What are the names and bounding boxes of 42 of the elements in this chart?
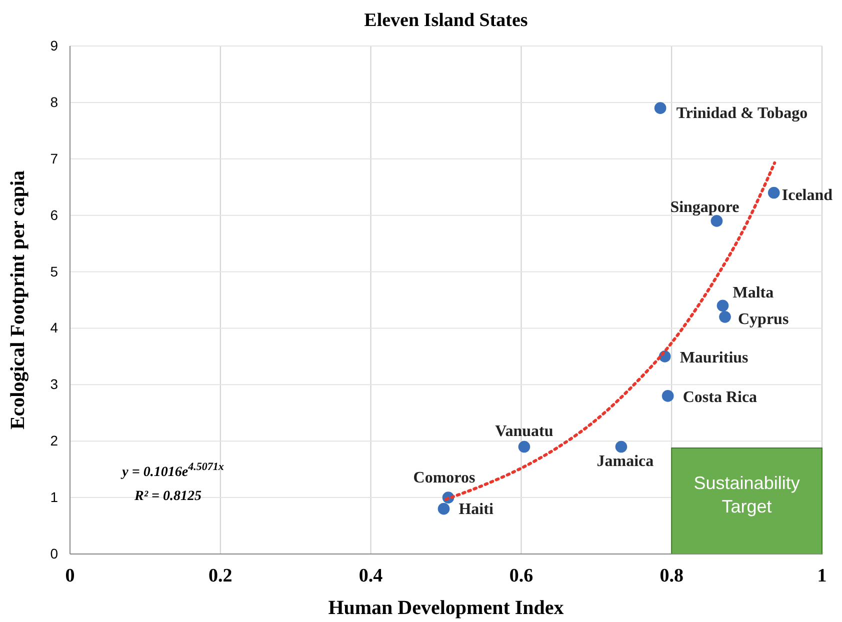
x-tick-label: 0.2 (208, 565, 232, 586)
point (716, 300, 729, 312)
point (710, 215, 723, 227)
x-tick-label: 0.6 (509, 565, 534, 586)
annotation: Mauritius (680, 349, 748, 366)
point (438, 502, 450, 515)
point (662, 390, 674, 402)
x-tick-label: 0.8 (660, 565, 684, 586)
point (719, 311, 731, 323)
x-axis-title: Human Development Index (328, 597, 564, 619)
x-tick-label: 0 (65, 565, 75, 586)
annotation: Jamaica (596, 452, 654, 470)
y-tick-label: 5 (50, 263, 58, 280)
y-tick-label: 7 (50, 150, 58, 166)
annotation: Trinidad & Tobago (676, 105, 808, 122)
point (768, 186, 780, 199)
annotation: y = 0.1016e$^{4.5071x}$ (120, 461, 224, 480)
annotation: Haiti (458, 500, 494, 518)
band-label: Sustainability Target (694, 473, 800, 516)
annotation: R² = 0.8125 (133, 489, 202, 504)
annotation: Cyprus (738, 310, 789, 328)
y-tick-label: 4 (50, 320, 58, 336)
y-tick-label: 9 (50, 37, 58, 54)
annotation: Malta (732, 284, 774, 302)
annotation: Costa Rica (682, 388, 758, 406)
annotation: Comoros (413, 470, 476, 487)
y-tick-label: 2 (50, 432, 58, 449)
x-tick-label: 1 (817, 565, 827, 586)
y-tick-label: 0 (50, 545, 58, 562)
y-tick-label: 6 (50, 206, 58, 223)
y-tick-label: 1 (50, 489, 58, 506)
annotation: Vanuatu (495, 422, 554, 440)
y-tick-label: 3 (50, 376, 58, 392)
x-tick-label: 0.4 (358, 565, 384, 586)
y-tick-label: 8 (50, 94, 58, 110)
point (615, 440, 628, 453)
point (654, 102, 666, 114)
point (518, 440, 530, 453)
annotation: Iceland (782, 186, 833, 204)
annotation: Singapore (670, 198, 740, 216)
y-axis-title: Ecological Footprint per capia (7, 170, 29, 430)
chart-title: Eleven Island States (364, 10, 528, 31)
